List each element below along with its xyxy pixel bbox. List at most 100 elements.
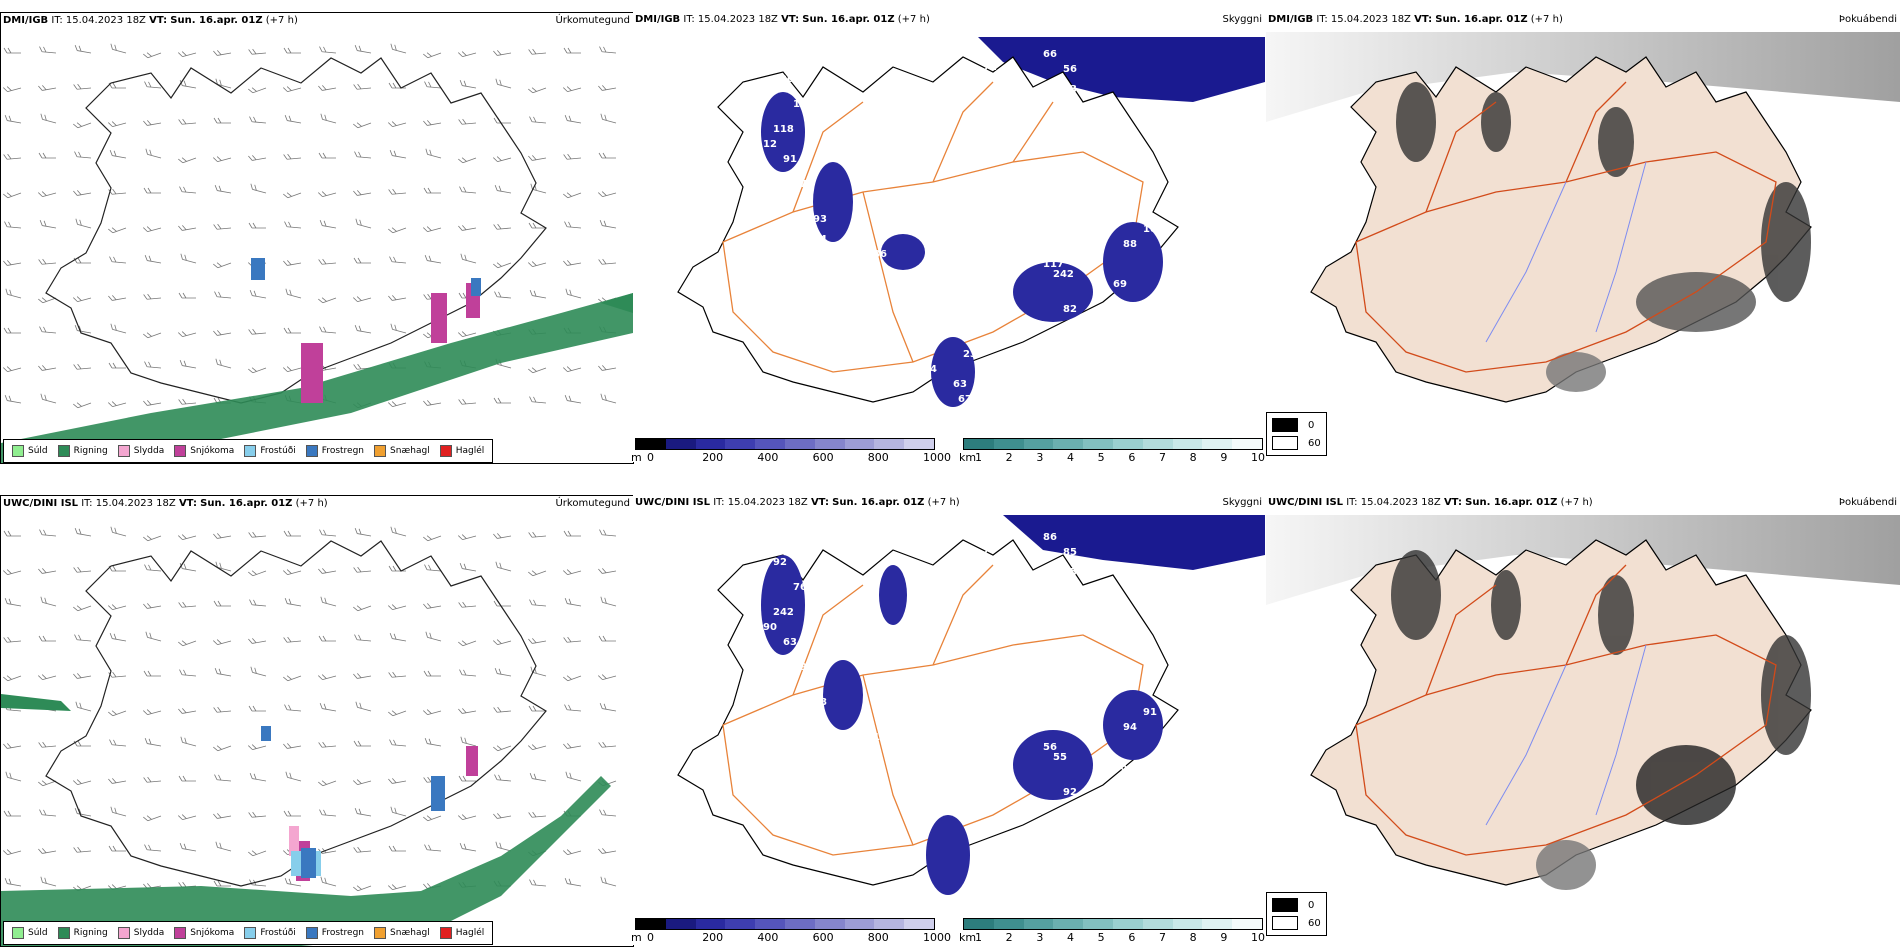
- wind-barb: [283, 810, 301, 817]
- ceiling-label: 12: [763, 139, 777, 150]
- wind-barb: [213, 117, 231, 124]
- wind-barb: [283, 636, 302, 643]
- wind-barb: [458, 775, 476, 782]
- wind-barb: [178, 775, 196, 782]
- wind-barb: [564, 877, 582, 887]
- wind-barb: [529, 772, 547, 782]
- ceiling-panel-dmi: DMI/IGB IT: 15.04.2023 18Z VT: Sun. 16.a…: [631, 12, 1265, 464]
- ceiling-label: 87: [1093, 309, 1107, 320]
- wind-barb: [3, 366, 22, 373]
- colorbar-tick: 5: [1097, 451, 1105, 464]
- ceiling-label: 86: [1043, 532, 1057, 543]
- snow-area: [301, 343, 323, 403]
- wind-barb: [353, 740, 371, 747]
- wind-barb: [600, 876, 617, 887]
- wind-barb: [388, 884, 407, 891]
- wind-barb: [178, 398, 197, 405]
- ceiling-map: 69 66 96 72 56 63 62 77 106 119 118 12 91 101 97 123 93 8…: [677, 22, 1265, 407]
- wind-barb: [38, 780, 57, 787]
- wind-barb: [108, 778, 127, 784]
- wind-barb: [458, 331, 477, 338]
- legend-label: Snjókoma: [190, 928, 235, 938]
- wind-barb: [108, 227, 127, 234]
- wind-barb: [3, 47, 21, 54]
- wind-barb: [389, 739, 407, 747]
- wind-barb: [388, 604, 407, 611]
- legend-item: Súld: [12, 927, 48, 939]
- legend-swatch: [374, 927, 387, 939]
- wind-barb: [423, 815, 442, 822]
- wind-barb: [284, 114, 302, 124]
- wind-barb: [145, 631, 162, 642]
- colorbar-tick: 8: [1189, 451, 1197, 464]
- wind-barb: [213, 600, 231, 607]
- wind-barb: [248, 705, 266, 712]
- wind-barb: [459, 842, 477, 852]
- wind-barb: [493, 533, 512, 539]
- precip-type-panel-dmi: DMI/IGB IT: 15.04.2023 18Z VT: Sun. 16.a…: [0, 12, 634, 464]
- fog-key-label: 60: [1308, 437, 1321, 449]
- fog-key-label: 60: [1308, 917, 1321, 929]
- wind-barb: [179, 359, 197, 369]
- precip-type-panel-uwc: UWC/DINI ISL IT: 15.04.2023 18Z VT: Sun.…: [0, 495, 634, 947]
- colorbar-tick: 4: [1067, 451, 1074, 464]
- wind-barb: [250, 666, 267, 677]
- wind-barb: [249, 116, 267, 124]
- wind-barb: [213, 156, 232, 163]
- wind-barb: [600, 393, 617, 404]
- colorbar-swatch: [1142, 439, 1173, 449]
- ceiling-label: 63: [873, 652, 887, 663]
- wind-barb: [459, 562, 477, 572]
- colorbar-swatches: [635, 918, 935, 930]
- wind-barb: [213, 706, 232, 713]
- wind-barb: [215, 358, 232, 369]
- wind-barb: [388, 401, 407, 408]
- wind-barb: [494, 184, 512, 194]
- ceiling-label: 72: [983, 62, 997, 73]
- wind-barb: [459, 669, 477, 677]
- wind-barb: [248, 570, 267, 577]
- ceiling-label: 119: [793, 99, 814, 110]
- ceiling-label: 66: [1043, 49, 1057, 60]
- rain-area: [601, 293, 633, 313]
- wind-barb: [423, 400, 442, 406]
- wind-barb: [38, 191, 57, 198]
- wind-barb: [39, 809, 57, 817]
- ceiling-label: 85: [1063, 567, 1077, 578]
- ceiling-label: 68: [813, 697, 827, 708]
- wind-barb: [458, 51, 477, 58]
- legend-swatch: [374, 445, 387, 457]
- wind-barb: [493, 223, 512, 230]
- ceiling-labels: 94 86 71 79 85 85 92 114 92 76 242 90 63 60 59 63 68 72 15…: [763, 505, 1157, 803]
- wind-barb: [180, 736, 197, 747]
- wind-barb: [424, 254, 442, 264]
- ceiling-label: 67: [958, 394, 972, 405]
- wind-barb: [563, 86, 582, 93]
- ceiling-label: 59: [793, 662, 807, 673]
- colorbar-swatch: [1172, 919, 1203, 929]
- wind-barb: [178, 601, 197, 608]
- ceiling-label: 86: [873, 249, 887, 260]
- wind-barb: [109, 256, 127, 264]
- wind-barb: [389, 256, 407, 264]
- fog-key-swatch: [1272, 436, 1298, 450]
- ceiling-label: 156: [873, 732, 894, 743]
- wind-barb: [528, 367, 547, 374]
- fog-patches: [1391, 550, 1811, 890]
- precip-map: [1, 526, 617, 946]
- wind-barb: [248, 222, 266, 229]
- ceiling-label: 56: [1043, 742, 1057, 753]
- ceiling-label: 63: [953, 379, 967, 390]
- wind-barb: [178, 640, 197, 647]
- legend-swatch: [305, 445, 318, 457]
- precip-map: [1, 43, 633, 463]
- colorbar-tick: 600: [812, 931, 834, 944]
- wind-barb: [38, 85, 57, 91]
- rain-area: [1, 776, 611, 946]
- rain-area: [1, 694, 71, 711]
- colorbar-tick: 10: [1251, 931, 1265, 944]
- wind-barb: [73, 122, 92, 129]
- wind-barb: [3, 849, 22, 856]
- wind-barb: [213, 745, 232, 752]
- wind-barb: [424, 844, 442, 852]
